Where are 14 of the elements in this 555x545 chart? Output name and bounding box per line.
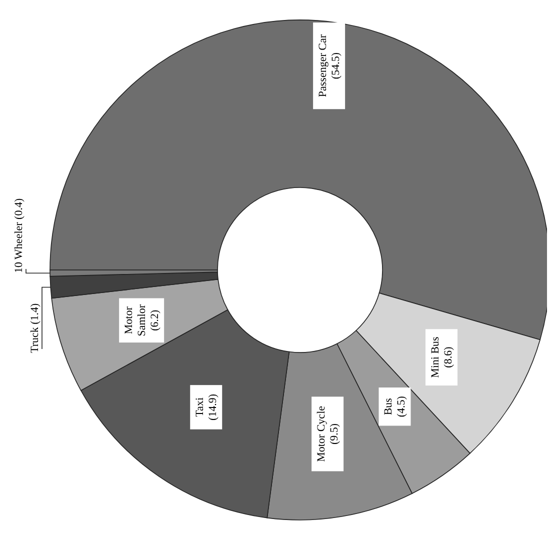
slice-label: Mini Bus — [429, 336, 442, 378]
slice-label: Truck (1.4) — [29, 302, 41, 353]
slice-label: Passenger Car — [317, 34, 330, 98]
data-label: (14.9) — [207, 394, 220, 420]
data-label: (4.5) — [396, 396, 408, 418]
data-label: (54.5) — [330, 52, 342, 80]
data-label: (9.5) — [328, 423, 341, 444]
data-label: (6.2) — [149, 310, 162, 331]
slice-label: Motor Cycle — [316, 406, 328, 462]
slice-label: Bus — [382, 398, 395, 416]
data-label: (8.6) — [442, 346, 454, 368]
slice-label: 10 Wheeler (0.4) — [13, 198, 25, 273]
slice-label: Taxi — [194, 398, 206, 417]
slice-label: Motor Samlor — [123, 304, 148, 336]
